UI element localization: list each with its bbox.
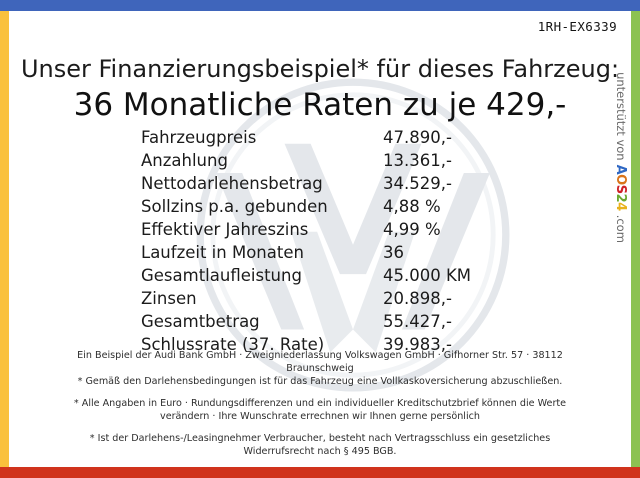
aos24-digit-4: 4 <box>612 202 628 211</box>
row-value: 20.898,- <box>383 289 452 308</box>
table-row: Zinsen 20.898,- <box>141 287 521 310</box>
aos24-letter-s: S <box>612 184 628 194</box>
frame-edge-right <box>631 11 640 467</box>
table-row: Effektiver Jahreszins 4,99 % <box>141 218 521 241</box>
table-row: Gesamtbetrag 55.427,- <box>141 310 521 333</box>
financing-details-table: Fahrzeugpreis 47.890,- Anzahlung 13.361,… <box>141 126 521 356</box>
financing-table-body: Fahrzeugpreis 47.890,- Anzahlung 13.361,… <box>141 126 521 356</box>
legal-line-1: Ein Beispiel der Audi Bank GmbH · Zweign… <box>77 350 563 361</box>
legal-line-6: * Ist der Darlehens-/Leasingnehmer Verbr… <box>89 433 551 444</box>
table-row: Nettodarlehensbetrag 34.529,- <box>141 172 521 195</box>
legal-line-7: Widerrufsrecht nach § 495 BGB. <box>243 446 397 457</box>
table-row: Fahrzeugpreis 47.890,- <box>141 126 521 149</box>
row-label: Nettodarlehensbetrag <box>141 174 323 193</box>
table-row: Laufzeit in Monaten 36 <box>141 241 521 264</box>
frame-edge-left <box>0 11 9 467</box>
row-value: 4,88 % <box>383 197 441 216</box>
row-label: Gesamtlaufleistung <box>141 266 302 285</box>
aos24-tld: .com <box>613 214 628 243</box>
aos24-letter-o: O <box>612 174 628 185</box>
row-label: Anzahlung <box>141 151 228 170</box>
headline-line-2: 36 Monatliche Raten zu je 429,- <box>73 87 567 123</box>
content-area: 1RH-EX6339 Unser Finanzierungsbeispiel* … <box>9 11 631 467</box>
row-value: 45.000 KM <box>383 266 472 285</box>
row-label: Sollzins p.a. gebunden <box>141 197 328 216</box>
row-label: Laufzeit in Monaten <box>141 243 304 262</box>
frame-edge-top <box>0 0 640 11</box>
legal-line-5: verändern · Ihre Wunschrate errechnen wi… <box>160 411 480 422</box>
row-label: Fahrzeugpreis <box>141 128 257 147</box>
row-value: 36 <box>383 243 404 262</box>
table-row: Sollzins p.a. gebunden 4,88 % <box>141 195 521 218</box>
supported-by-vertical-text: unterstützt von AOS24 .com <box>613 72 628 243</box>
table-row: Anzahlung 13.361,- <box>141 149 521 172</box>
row-label: Zinsen <box>141 289 197 308</box>
aos24-letter-a: A <box>612 164 628 175</box>
row-value: 13.361,- <box>383 151 452 170</box>
legal-line-4: * Alle Angaben in Euro · Rundungsdiffere… <box>73 398 567 409</box>
row-value: 4,99 % <box>383 220 441 239</box>
row-label: Effektiver Jahreszins <box>141 220 309 239</box>
supported-by-prefix: unterstützt von <box>613 72 628 161</box>
row-value: 47.890,- <box>383 128 452 147</box>
row-label: Gesamtbetrag <box>141 312 260 331</box>
reference-code: 1RH-EX6339 <box>537 19 617 34</box>
headline-line-1: Unser Finanzierungsbeispiel* für dieses … <box>20 55 620 83</box>
table-row: Gesamtlaufleistung 45.000 KM <box>141 264 521 287</box>
supported-by-label: unterstützt von AOS24 .com <box>609 72 631 370</box>
frame-edge-bottom <box>0 467 640 478</box>
legal-disclaimer: Ein Beispiel der Audi Bank GmbH · Zweign… <box>27 349 613 458</box>
legal-line-3: * Gemäß den Darlehensbedingungen ist für… <box>77 376 563 387</box>
aos24-digit-2: 2 <box>612 193 628 203</box>
aos24-logo[interactable]: AOS24 <box>613 165 628 211</box>
row-value: 55.427,- <box>383 312 452 331</box>
legal-line-2: Braunschweig <box>286 363 354 374</box>
row-value: 34.529,- <box>383 174 452 193</box>
